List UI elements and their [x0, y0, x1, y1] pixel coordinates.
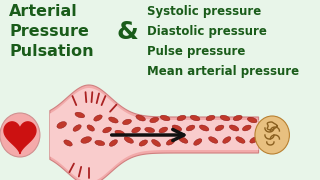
Ellipse shape	[236, 137, 245, 143]
Ellipse shape	[109, 140, 117, 146]
Ellipse shape	[139, 140, 148, 146]
Polygon shape	[50, 85, 259, 180]
Text: Pulse pressure: Pulse pressure	[147, 45, 245, 58]
Ellipse shape	[250, 137, 258, 143]
Circle shape	[0, 113, 40, 157]
Ellipse shape	[233, 115, 242, 121]
Ellipse shape	[152, 140, 161, 147]
Text: Pulsation: Pulsation	[9, 44, 94, 59]
Ellipse shape	[209, 137, 218, 143]
Ellipse shape	[194, 139, 202, 145]
Polygon shape	[4, 122, 36, 154]
Ellipse shape	[81, 137, 92, 143]
Ellipse shape	[73, 125, 81, 131]
Circle shape	[255, 116, 289, 154]
Text: Diastolic pressure: Diastolic pressure	[147, 25, 267, 38]
Ellipse shape	[160, 115, 170, 121]
Ellipse shape	[177, 115, 186, 121]
Text: Arterial: Arterial	[9, 4, 78, 19]
Ellipse shape	[159, 127, 168, 133]
Ellipse shape	[172, 125, 182, 131]
Ellipse shape	[199, 125, 209, 131]
Polygon shape	[50, 88, 259, 180]
Ellipse shape	[150, 117, 159, 123]
Ellipse shape	[57, 122, 67, 128]
Ellipse shape	[75, 112, 85, 118]
Ellipse shape	[166, 139, 175, 145]
Ellipse shape	[123, 119, 132, 125]
Ellipse shape	[109, 117, 118, 123]
Text: Pressure: Pressure	[9, 24, 89, 39]
Ellipse shape	[145, 127, 155, 133]
Ellipse shape	[223, 137, 231, 143]
Text: Systolic pressure: Systolic pressure	[147, 5, 261, 18]
Ellipse shape	[87, 125, 94, 131]
Text: &: &	[116, 20, 138, 44]
Ellipse shape	[103, 127, 111, 133]
Text: Mean arterial pressure: Mean arterial pressure	[147, 65, 299, 78]
Ellipse shape	[190, 115, 200, 121]
Ellipse shape	[94, 115, 102, 121]
Ellipse shape	[95, 140, 105, 146]
Ellipse shape	[186, 125, 195, 131]
Ellipse shape	[247, 117, 257, 123]
Ellipse shape	[179, 137, 188, 143]
Ellipse shape	[206, 115, 215, 121]
Ellipse shape	[115, 130, 124, 136]
Ellipse shape	[64, 140, 72, 146]
Ellipse shape	[124, 137, 133, 143]
Ellipse shape	[215, 125, 224, 131]
Ellipse shape	[243, 125, 251, 131]
Ellipse shape	[132, 127, 140, 133]
Ellipse shape	[220, 115, 230, 121]
Ellipse shape	[136, 115, 145, 121]
Ellipse shape	[229, 125, 239, 131]
